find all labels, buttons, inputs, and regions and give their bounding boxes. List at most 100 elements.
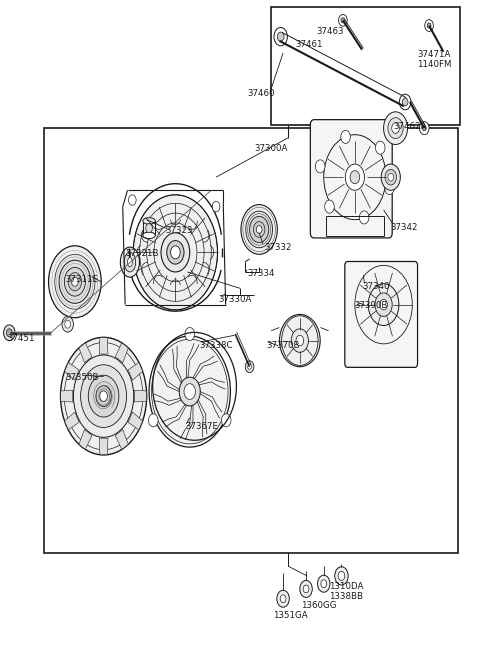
Circle shape (161, 233, 190, 272)
Circle shape (148, 414, 158, 427)
Circle shape (324, 200, 334, 213)
Circle shape (360, 211, 369, 224)
Polygon shape (79, 430, 92, 449)
Circle shape (146, 223, 153, 233)
Circle shape (274, 28, 288, 46)
Polygon shape (99, 337, 108, 354)
Circle shape (296, 335, 304, 346)
Circle shape (65, 320, 71, 328)
Circle shape (81, 365, 127, 428)
Text: 37321B: 37321B (125, 249, 158, 258)
Polygon shape (64, 412, 79, 430)
Text: 37334: 37334 (247, 269, 275, 278)
Circle shape (335, 567, 348, 585)
Circle shape (315, 160, 325, 173)
Circle shape (381, 164, 400, 190)
Circle shape (300, 580, 312, 597)
Circle shape (338, 571, 345, 580)
Polygon shape (79, 343, 92, 363)
Circle shape (88, 375, 119, 417)
Circle shape (422, 126, 426, 131)
Polygon shape (115, 430, 128, 449)
Circle shape (392, 123, 399, 134)
Circle shape (425, 20, 433, 31)
Circle shape (402, 98, 408, 106)
FancyBboxPatch shape (311, 120, 392, 238)
Circle shape (221, 414, 231, 427)
Circle shape (368, 284, 399, 326)
Text: 37367E: 37367E (185, 422, 218, 431)
Polygon shape (128, 412, 143, 430)
Ellipse shape (279, 314, 320, 367)
FancyBboxPatch shape (345, 261, 418, 367)
Circle shape (341, 18, 345, 23)
Circle shape (96, 386, 111, 407)
Circle shape (321, 580, 326, 588)
Circle shape (388, 174, 394, 181)
Circle shape (350, 171, 360, 183)
Circle shape (420, 122, 429, 135)
Circle shape (3, 325, 15, 341)
Text: 37332: 37332 (264, 242, 291, 252)
Circle shape (246, 211, 273, 248)
Text: 37471A
1140FM: 37471A 1140FM (417, 50, 452, 69)
Text: 1351GA: 1351GA (273, 611, 307, 620)
Circle shape (149, 336, 230, 447)
Polygon shape (128, 362, 143, 380)
Text: 37461: 37461 (295, 40, 323, 49)
Bar (44, 128, 458, 553)
Text: 37462A: 37462A (393, 122, 427, 130)
Text: 37451: 37451 (8, 334, 36, 343)
Text: 37463: 37463 (317, 27, 344, 36)
Ellipse shape (124, 252, 136, 272)
Circle shape (399, 94, 411, 110)
Text: 1310DA: 1310DA (328, 582, 363, 591)
Polygon shape (60, 390, 73, 402)
Polygon shape (115, 343, 128, 363)
Circle shape (212, 201, 220, 212)
Circle shape (253, 221, 265, 237)
Circle shape (427, 23, 431, 28)
Circle shape (384, 112, 408, 145)
Circle shape (55, 254, 95, 309)
Circle shape (375, 141, 385, 154)
Circle shape (277, 32, 284, 41)
Text: 37338C: 37338C (199, 341, 233, 350)
Text: 37311E: 37311E (65, 275, 98, 284)
Circle shape (380, 299, 387, 310)
Circle shape (133, 195, 217, 310)
Circle shape (184, 384, 195, 400)
Circle shape (318, 575, 330, 592)
Circle shape (248, 364, 252, 369)
Ellipse shape (143, 217, 156, 224)
Circle shape (280, 595, 286, 603)
Circle shape (256, 225, 262, 233)
Text: 37460: 37460 (247, 89, 275, 98)
Circle shape (185, 328, 194, 341)
Circle shape (385, 170, 396, 185)
Circle shape (250, 216, 269, 242)
Circle shape (167, 240, 184, 264)
Circle shape (375, 293, 392, 316)
Circle shape (179, 377, 200, 406)
Ellipse shape (143, 232, 156, 238)
Text: 37342: 37342 (391, 223, 418, 232)
Circle shape (59, 260, 91, 303)
Text: 37340: 37340 (362, 282, 390, 291)
Circle shape (48, 246, 101, 318)
Circle shape (385, 181, 395, 195)
Circle shape (388, 118, 403, 139)
Circle shape (73, 355, 134, 438)
Circle shape (62, 316, 73, 332)
Circle shape (72, 277, 78, 286)
Circle shape (345, 164, 364, 190)
Ellipse shape (128, 257, 132, 267)
Text: 37390B: 37390B (355, 301, 388, 310)
Circle shape (291, 329, 309, 352)
Circle shape (303, 585, 309, 593)
Circle shape (341, 130, 350, 143)
Circle shape (170, 246, 180, 259)
Circle shape (277, 590, 289, 607)
Text: 37300A: 37300A (254, 145, 288, 153)
Bar (143, 221, 156, 235)
